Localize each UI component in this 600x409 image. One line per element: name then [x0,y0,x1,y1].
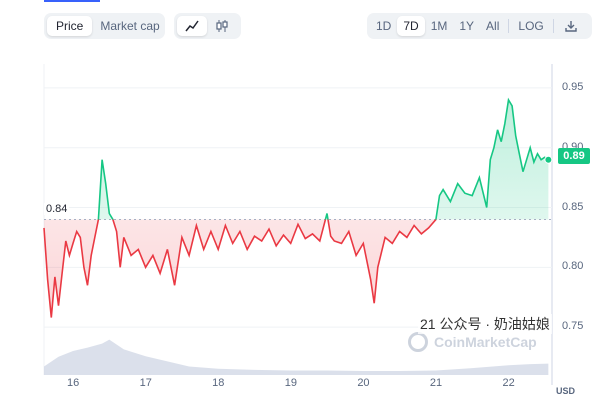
time-range-toggle: 1D 7D 1M 1Y All LOG [367,13,592,39]
toolbar-divider [508,19,510,33]
y-tick-label: 0.85 [562,200,584,213]
y-tick-label: 0.95 [562,80,584,93]
y-tick-label: 0.80 [562,260,584,273]
x-tick-label: 21 [429,377,443,389]
price-area-up [44,99,549,220]
x-tick-label: 20 [357,377,370,389]
price-type-toggle: Price Market cap [44,13,165,39]
market-cap-button[interactable]: Market cap [100,19,160,33]
current-price-dot [544,155,553,164]
current-price-badge: 0.89 [558,148,590,164]
start-price-label: 0.84 [44,203,70,215]
x-tick-label: 19 [284,377,297,389]
download-button[interactable] [557,16,585,36]
line-chart-icon [185,20,199,32]
range-all-button[interactable]: All [486,19,500,33]
y-tick-label: 0.75 [562,320,584,333]
range-7d-button[interactable]: 7D [397,16,425,36]
overlay-caption: 21 公众号 · 奶油姑娘 [418,314,552,334]
price-chart-svg[interactable] [0,60,600,409]
watermark: CoinMarketCap [408,332,537,352]
x-tick-label: 17 [139,377,152,389]
price-button[interactable]: Price [47,16,93,36]
toolbar-divider [552,19,554,33]
candlestick-button[interactable] [207,16,237,36]
coinmarketcap-logo-icon [408,332,428,352]
watermark-text: CoinMarketCap [434,334,537,350]
download-icon [565,21,577,32]
active-tab-indicator [44,0,100,2]
x-tick-label: 22 [502,377,515,389]
candlestick-icon [216,20,228,32]
volume-area [44,339,549,375]
range-1m-button[interactable]: 1M [430,19,448,33]
log-scale-button[interactable]: LOG [518,19,544,33]
price-chart[interactable]: CoinMarketCap 0.95 0.90 0.85 0.80 0.75 16 17 1… [0,60,600,409]
currency-label: USD [556,386,576,396]
line-chart-button[interactable] [177,16,207,36]
price-line-down [43,219,437,318]
chart-type-toggle [174,13,241,39]
x-tick-label: 16 [67,377,80,389]
price-line-up [97,97,549,220]
range-1y-button[interactable]: 1Y [459,19,475,33]
range-1d-button[interactable]: 1D [376,19,392,33]
price-area-down [44,219,549,318]
x-tick-label: 18 [212,377,225,389]
